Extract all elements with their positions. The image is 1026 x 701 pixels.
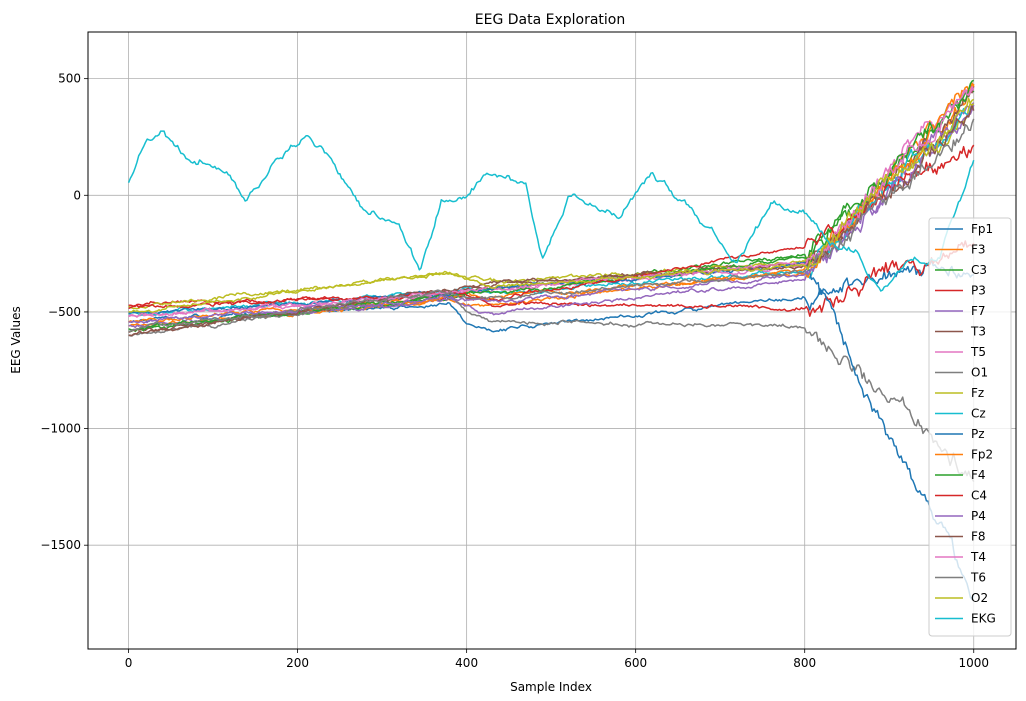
y-axis-label: EEG Values: [9, 306, 23, 373]
y-tick-label: 0: [73, 188, 81, 202]
series-line-o1: [128, 292, 975, 483]
legend-label-t5: T5: [970, 345, 986, 359]
legend-label-c3: C3: [971, 263, 987, 277]
y-tick-label: −500: [48, 305, 81, 319]
legend: Fp1 F3 C3 P3 F7 T3 T5 O1 Fz Cz Pz Fp2 F4 C4 P4 F8 T4 T6 O2…: [928, 217, 1012, 637]
series-line-c4: [128, 144, 975, 310]
x-tick-label: 200: [286, 656, 309, 670]
x-tick-label: 1000: [958, 656, 989, 670]
x-axis-ticks: 0 200 400 600 800 1000: [125, 649, 989, 670]
legend-label-ekg: EKG: [971, 612, 996, 626]
series-group: [127, 79, 975, 601]
legend-label-p3: P3: [971, 284, 986, 298]
legend-label-o1: O1: [971, 366, 988, 380]
legend-label-f4: F4: [971, 468, 986, 482]
x-tick-label: 800: [793, 656, 816, 670]
series-line-pz: [128, 261, 975, 601]
x-tick-label: 600: [624, 656, 647, 670]
legend-label-o2: O2: [971, 591, 988, 605]
legend-label-p4: P4: [971, 509, 986, 523]
y-tick-label: −1000: [40, 422, 81, 436]
series-line-ekg: [127, 130, 975, 292]
x-tick-label: 400: [455, 656, 478, 670]
series-line-o2: [128, 97, 975, 313]
y-tick-label: 500: [58, 72, 81, 86]
chart-title: EEG Data Exploration: [475, 12, 626, 28]
y-tick-label: −1500: [40, 538, 81, 552]
legend-label-c4: C4: [971, 489, 987, 503]
legend-label-f3: F3: [971, 243, 986, 257]
x-tick-label: 0: [125, 656, 133, 670]
legend-label-t3: T3: [970, 325, 986, 339]
legend-label-f8: F8: [971, 530, 986, 544]
y-axis-ticks: 500 0 −500 −1000 −1500: [40, 72, 88, 552]
legend-label-cz: Cz: [971, 407, 986, 421]
legend-label-t4: T4: [970, 550, 986, 564]
plot-frame: [87, 31, 1017, 650]
legend-box: [928, 217, 1012, 637]
legend-label-pz: Pz: [971, 427, 985, 441]
legend-label-t6: T6: [970, 571, 986, 585]
legend-label-fz: Fz: [971, 386, 984, 400]
series-line-t6: [128, 118, 975, 333]
legend-label-f7: F7: [971, 304, 986, 318]
legend-label-fp2: Fp2: [971, 448, 993, 462]
x-axis-label: Sample Index: [510, 680, 592, 694]
legend-label-fp1: Fp1: [971, 222, 993, 236]
